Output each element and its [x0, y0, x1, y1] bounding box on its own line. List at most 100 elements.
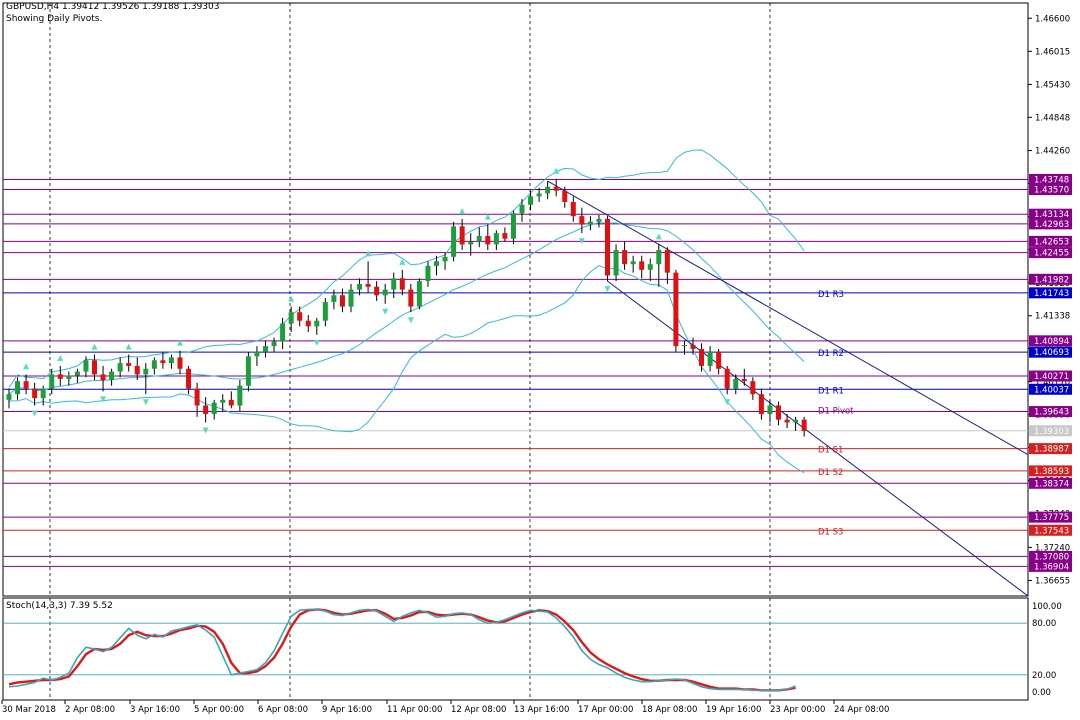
- level-price-box: [1029, 524, 1072, 536]
- candle-body: [339, 295, 345, 307]
- fractal-up-icon: [399, 258, 406, 265]
- candle-body: [502, 233, 508, 239]
- stoch-title: Stoch(14,3,3) 7.39 5.52: [6, 601, 113, 611]
- candle: [357, 278, 363, 296]
- time-tick-label: 2 Apr 08:00: [65, 705, 115, 715]
- candle-body: [493, 233, 499, 245]
- candle: [442, 252, 448, 270]
- candle-body: [647, 264, 653, 270]
- candle: [485, 224, 491, 251]
- candle-body: [126, 363, 132, 366]
- candle: [750, 377, 756, 400]
- candle-body: [186, 368, 192, 389]
- candle: [767, 399, 773, 423]
- candle: [613, 244, 619, 282]
- candle-body: [151, 360, 157, 369]
- time-tick-label: 12 Apr 08:00: [451, 705, 506, 715]
- level-price-box: [1029, 173, 1072, 185]
- candle-body: [536, 193, 542, 197]
- candle: [639, 255, 645, 279]
- candle-body: [160, 360, 166, 364]
- candle: [100, 365, 106, 392]
- fractal-down-icon: [100, 396, 107, 403]
- candle: [716, 348, 722, 375]
- fractal-down-icon: [604, 286, 611, 293]
- candle: [528, 190, 534, 211]
- level-price-box: [1029, 184, 1072, 196]
- time-tick-label: 23 Apr 00:00: [770, 705, 825, 715]
- candle-body: [776, 405, 781, 420]
- level-price-box: [1029, 511, 1072, 523]
- candle-body: [587, 221, 593, 225]
- fractal-up-icon: [365, 250, 372, 257]
- candle-body: [203, 405, 209, 414]
- candle-body: [622, 250, 628, 265]
- candle: [793, 416, 799, 431]
- candle: [451, 221, 457, 262]
- fractal-down-icon: [724, 399, 731, 406]
- candle: [23, 374, 29, 395]
- candle-body: [416, 281, 422, 307]
- candle-body: [425, 265, 431, 282]
- candle: [382, 283, 388, 304]
- candle-body: [673, 272, 679, 347]
- candle-body: [66, 375, 72, 379]
- level-price-box: [1029, 273, 1072, 285]
- level-price-box: [1029, 550, 1072, 562]
- fractal-down-icon: [578, 238, 585, 245]
- level-price-label: 1.41982: [1034, 275, 1069, 285]
- level-price-label: 1.36904: [1034, 562, 1069, 572]
- candles: [6, 178, 807, 437]
- level-price-label: 1.40693: [1034, 348, 1069, 358]
- level-price-box: [1029, 383, 1072, 395]
- candle-body: [228, 399, 234, 406]
- candle-body: [117, 363, 123, 372]
- candle-body: [305, 320, 311, 327]
- candle-body: [690, 345, 696, 349]
- price-tick-label: 1.46600: [1035, 14, 1070, 24]
- candle-body: [23, 381, 29, 389]
- candle-body: [468, 241, 474, 245]
- candle: [425, 261, 431, 287]
- candle: [707, 346, 713, 372]
- fractal-up-icon: [655, 233, 662, 240]
- stoch-main-line: [8, 608, 796, 692]
- fractal-arrows: [23, 167, 731, 434]
- candle: [656, 244, 662, 287]
- candle-body: [40, 388, 46, 399]
- candle-body: [57, 374, 63, 379]
- candle: [416, 278, 422, 310]
- candle: [476, 227, 482, 248]
- fractal-up-icon: [125, 343, 132, 350]
- level-price-label: 1.40037: [1034, 385, 1069, 395]
- time-tick-label: 24 Apr 08:00: [834, 705, 889, 715]
- candle: [758, 388, 764, 420]
- candle: [622, 241, 628, 270]
- candle-body: [784, 419, 790, 423]
- candle: [681, 340, 687, 355]
- level-price-label: 1.42653: [1034, 237, 1069, 247]
- level-price-box: [1029, 406, 1072, 418]
- level-price-label: 1.37543: [1034, 526, 1069, 536]
- candle-body: [528, 196, 534, 205]
- candle: [374, 281, 380, 301]
- pivot-label: D1 R1: [818, 386, 844, 396]
- time-tick-label: 13 Apr 16:00: [514, 705, 569, 715]
- candle-body: [254, 351, 260, 357]
- bollinger-bands: [8, 149, 805, 474]
- candle-body: [716, 351, 722, 369]
- fractal-up-icon: [484, 213, 491, 220]
- candle: [408, 283, 414, 313]
- candle: [228, 391, 234, 409]
- candle: [194, 382, 200, 417]
- level-price-box: [1029, 287, 1072, 299]
- candle: [49, 368, 55, 395]
- candle: [741, 368, 747, 386]
- candle: [493, 230, 499, 251]
- candle: [468, 233, 474, 256]
- candle: [92, 354, 97, 381]
- level-price-label: 1.37775: [1034, 513, 1069, 523]
- candle-body: [297, 312, 303, 321]
- fractal-up-icon: [177, 339, 183, 346]
